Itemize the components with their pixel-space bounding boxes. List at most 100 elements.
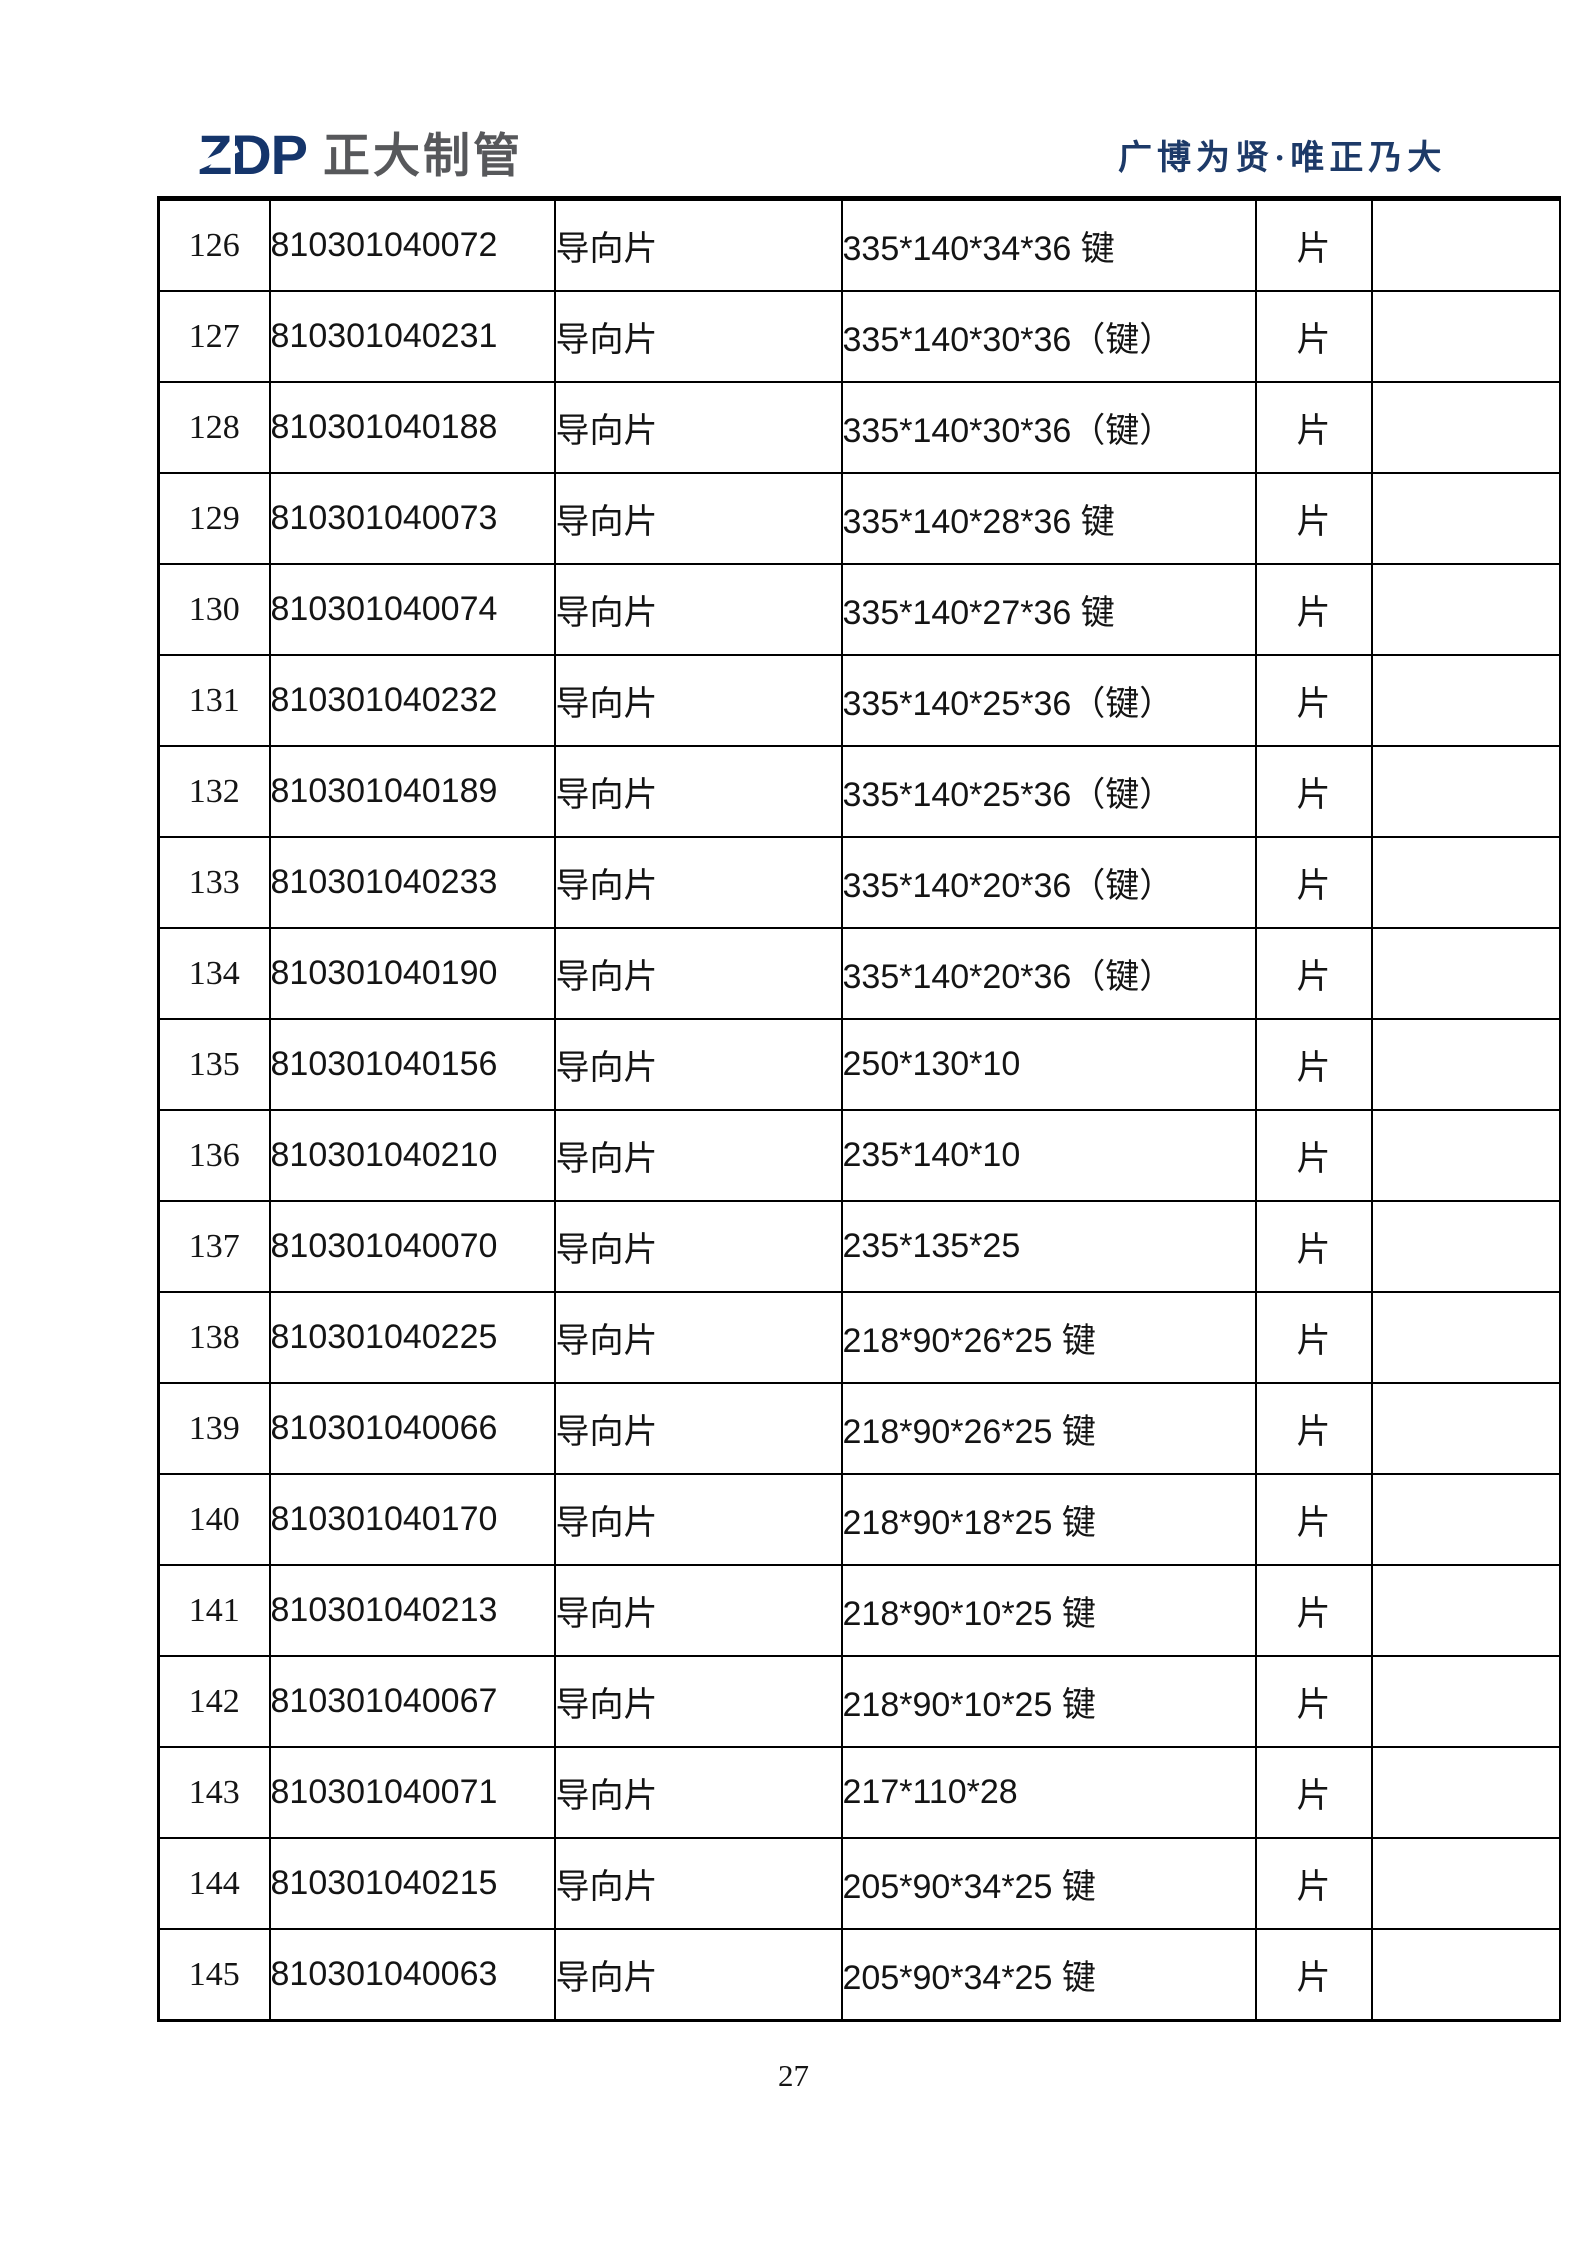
- cell-product-code: 810301040063: [268, 1928, 556, 2022]
- cell-product-code: 810301040066: [268, 1382, 556, 1475]
- cell-empty: [1370, 1746, 1561, 1839]
- cell-spec: 218*90*10*25 键: [840, 1564, 1257, 1657]
- cell-empty: [1370, 472, 1561, 565]
- cell-empty: [1370, 197, 1561, 292]
- cell-row-index: 129: [157, 472, 271, 565]
- cell-unit: 片: [1254, 1109, 1373, 1202]
- cell-product-code: 810301040188: [268, 381, 556, 474]
- cell-unit: 片: [1254, 1746, 1373, 1839]
- cell-spec: 235*135*25: [840, 1200, 1257, 1293]
- page-number: 27: [778, 2058, 809, 2093]
- cell-unit: 片: [1254, 1018, 1373, 1111]
- cell-row-index: 139: [157, 1382, 271, 1475]
- cell-product-name: 导向片: [553, 1018, 843, 1111]
- cell-product-name: 导向片: [553, 1837, 843, 1930]
- cell-empty: [1370, 927, 1561, 1020]
- table-row: 127 810301040231 导向片 335*140*30*36（键）片: [157, 290, 1561, 383]
- company-logo: ZDP 正大制管: [198, 123, 523, 186]
- cell-spec: 335*140*25*36（键）: [840, 745, 1257, 838]
- cell-unit: 片: [1254, 1928, 1373, 2022]
- cell-empty: [1370, 1018, 1561, 1111]
- table-row: 142 810301040067 导向片 218*90*10*25 键片: [157, 1655, 1561, 1748]
- table-row: 136 810301040210 导向片 235*140*10 片: [157, 1109, 1561, 1202]
- cell-product-code: 810301040232: [268, 654, 556, 747]
- cell-product-code: 810301040233: [268, 836, 556, 929]
- cell-product-name: 导向片: [553, 1291, 843, 1384]
- table-row: 144 810301040215 导向片 205*90*34*25 键片: [157, 1837, 1561, 1930]
- cell-spec: 335*140*34*36 键: [840, 197, 1257, 292]
- cell-product-name: 导向片: [553, 1928, 843, 2022]
- cell-empty: [1370, 1473, 1561, 1566]
- cell-spec: 218*90*26*25 键: [840, 1382, 1257, 1475]
- cell-unit: 片: [1254, 745, 1373, 838]
- cell-product-name: 导向片: [553, 654, 843, 747]
- cell-unit: 片: [1254, 836, 1373, 929]
- cell-product-code: 810301040067: [268, 1655, 556, 1748]
- table-row: 140 810301040170 导向片 218*90*18*25 键片: [157, 1473, 1561, 1566]
- cell-unit: 片: [1254, 1200, 1373, 1293]
- product-table-body: 126 810301040072 导向片 335*140*34*36 键片 127 810…: [157, 197, 1561, 2022]
- cell-spec: 250*130*10: [840, 1018, 1257, 1111]
- product-table: 126 810301040072 导向片 335*140*34*36 键片 127 810…: [157, 196, 1561, 2022]
- cell-row-index: 132: [157, 745, 271, 838]
- cell-product-code: 810301040213: [268, 1564, 556, 1657]
- table-row: 138 810301040225 导向片 218*90*26*25 键片: [157, 1291, 1561, 1384]
- cell-row-index: 128: [157, 381, 271, 474]
- table-row: 132 810301040189 导向片 335*140*25*36（键）片: [157, 745, 1561, 838]
- cell-product-code: 810301040073: [268, 472, 556, 565]
- cell-empty: [1370, 381, 1561, 474]
- cell-unit: 片: [1254, 563, 1373, 656]
- cell-spec: 335*140*25*36（键）: [840, 654, 1257, 747]
- cell-product-name: 导向片: [553, 1200, 843, 1293]
- cell-row-index: 144: [157, 1837, 271, 1930]
- table-row: 131 810301040232 导向片 335*140*25*36（键）片: [157, 654, 1561, 747]
- cell-product-name: 导向片: [553, 1655, 843, 1748]
- cell-row-index: 137: [157, 1200, 271, 1293]
- table-row: 126 810301040072 导向片 335*140*34*36 键片: [157, 197, 1561, 292]
- cell-row-index: 143: [157, 1746, 271, 1839]
- cell-product-code: 810301040231: [268, 290, 556, 383]
- cell-product-code: 810301040190: [268, 927, 556, 1020]
- cell-unit: 片: [1254, 1291, 1373, 1384]
- cell-empty: [1370, 1928, 1561, 2022]
- cell-row-index: 138: [157, 1291, 271, 1384]
- cell-row-index: 130: [157, 563, 271, 656]
- table-row: 134 810301040190 导向片 335*140*20*36（键）片: [157, 927, 1561, 1020]
- cell-product-name: 导向片: [553, 927, 843, 1020]
- company-name: 正大制管: [323, 128, 523, 182]
- cell-product-name: 导向片: [553, 745, 843, 838]
- cell-row-index: 127: [157, 290, 271, 383]
- cell-spec: 218*90*26*25 键: [840, 1291, 1257, 1384]
- cell-unit: 片: [1254, 290, 1373, 383]
- cell-row-index: 142: [157, 1655, 271, 1748]
- table-row: 137 810301040070 导向片 235*135*25 片: [157, 1200, 1561, 1293]
- table-row: 145 810301040063 导向片 205*90*34*25 键片: [157, 1928, 1561, 2022]
- cell-row-index: 135: [157, 1018, 271, 1111]
- cell-empty: [1370, 1564, 1561, 1657]
- company-motto: 广博为贤·唯正乃大: [1118, 140, 1447, 177]
- cell-product-name: 导向片: [553, 197, 843, 292]
- cell-product-code: 810301040215: [268, 1837, 556, 1930]
- cell-unit: 片: [1254, 1564, 1373, 1657]
- cell-unit: 片: [1254, 1655, 1373, 1748]
- cell-product-name: 导向片: [553, 836, 843, 929]
- table-row: 130 810301040074 导向片 335*140*27*36 键片: [157, 563, 1561, 656]
- cell-row-index: 141: [157, 1564, 271, 1657]
- cell-row-index: 126: [157, 197, 271, 292]
- cell-spec: 335*140*20*36（键）: [840, 836, 1257, 929]
- cell-empty: [1370, 836, 1561, 929]
- cell-spec: 205*90*34*25 键: [840, 1928, 1257, 2022]
- cell-product-code: 810301040070: [268, 1200, 556, 1293]
- cell-product-name: 导向片: [553, 1473, 843, 1566]
- zdp-logo-icon: ZDP: [198, 123, 308, 186]
- cell-unit: 片: [1254, 197, 1373, 292]
- cell-product-name: 导向片: [553, 472, 843, 565]
- cell-product-code: 810301040156: [268, 1018, 556, 1111]
- cell-row-index: 140: [157, 1473, 271, 1566]
- cell-unit: 片: [1254, 927, 1373, 1020]
- cell-product-code: 810301040170: [268, 1473, 556, 1566]
- cell-product-code: 810301040210: [268, 1109, 556, 1202]
- cell-spec: 335*140*20*36（键）: [840, 927, 1257, 1020]
- cell-spec: 335*140*30*36（键）: [840, 381, 1257, 474]
- cell-row-index: 133: [157, 836, 271, 929]
